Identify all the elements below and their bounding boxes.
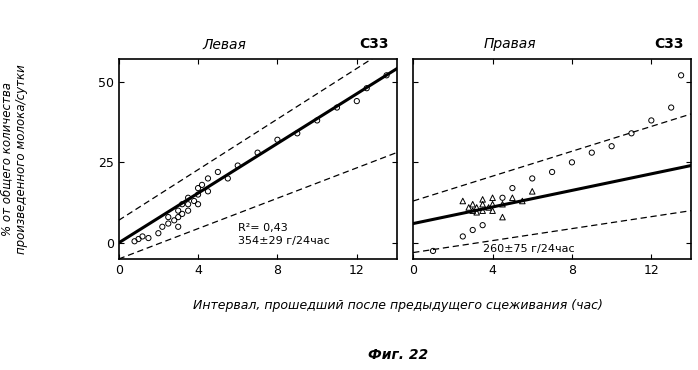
Point — [463, 205, 475, 211]
Point — [153, 230, 164, 236]
Point — [381, 73, 392, 78]
Point — [172, 224, 184, 230]
Text: R²= 0,43: R²= 0,43 — [238, 223, 288, 233]
Point — [202, 175, 214, 181]
Point — [517, 198, 528, 204]
Point — [527, 175, 538, 181]
Point — [202, 188, 214, 194]
Point — [566, 159, 577, 165]
Point — [188, 198, 200, 204]
Point — [137, 233, 148, 239]
Point — [483, 205, 494, 211]
Point — [427, 248, 438, 254]
Point — [311, 117, 322, 123]
Point — [471, 209, 482, 215]
Point — [172, 214, 184, 220]
Point — [172, 208, 184, 213]
Text: С33: С33 — [359, 37, 389, 51]
Point — [507, 185, 518, 191]
Point — [457, 233, 468, 239]
Text: Интервал, прошедший после предыдущего сцеживания (час): Интервал, прошедший после предыдущего сц… — [193, 299, 603, 312]
Point — [361, 85, 372, 91]
Point — [477, 208, 488, 213]
Point — [163, 221, 174, 226]
Text: % от общего количества
произведенного молока/сутки: % от общего количества произведенного мо… — [0, 64, 28, 254]
Point — [497, 201, 508, 207]
Point — [471, 205, 482, 211]
Point — [157, 224, 168, 230]
Point — [222, 175, 233, 181]
Point — [212, 169, 223, 175]
Point — [183, 195, 194, 201]
Point — [163, 214, 174, 220]
Point — [497, 214, 508, 220]
Point — [507, 195, 518, 201]
Point — [232, 162, 244, 168]
Point — [252, 150, 263, 156]
Point — [626, 130, 637, 136]
Point — [586, 150, 597, 156]
Point — [477, 196, 488, 202]
Point — [487, 201, 498, 207]
Point — [129, 238, 140, 244]
Point — [193, 185, 204, 191]
Point — [477, 222, 488, 228]
Point — [177, 201, 188, 207]
Point — [457, 198, 468, 204]
Point — [547, 169, 558, 175]
Text: Фиг. 22: Фиг. 22 — [368, 348, 428, 362]
Point — [527, 188, 538, 194]
Text: Левая: Левая — [202, 37, 246, 51]
Point — [332, 105, 343, 111]
Point — [177, 211, 188, 217]
Point — [196, 182, 207, 188]
Text: С33: С33 — [654, 37, 683, 51]
Point — [676, 73, 687, 78]
Point — [183, 208, 194, 213]
Point — [351, 98, 362, 104]
Point — [193, 192, 204, 198]
Point — [487, 208, 498, 213]
Point — [477, 201, 488, 207]
Point — [467, 227, 478, 233]
Point — [272, 137, 283, 143]
Point — [497, 195, 508, 201]
Text: 260±75 г/24час: 260±75 г/24час — [482, 244, 574, 254]
Text: 354±29 г/24час: 354±29 г/24час — [238, 236, 329, 246]
Point — [467, 208, 478, 213]
Point — [487, 195, 498, 201]
Point — [169, 217, 180, 223]
Point — [646, 117, 657, 123]
Point — [193, 201, 204, 207]
Point — [467, 201, 478, 207]
Point — [183, 201, 194, 207]
Point — [143, 235, 154, 241]
Text: Правая: Правая — [484, 37, 537, 51]
Point — [666, 105, 677, 111]
Point — [133, 236, 144, 242]
Point — [292, 130, 303, 136]
Point — [606, 143, 617, 149]
